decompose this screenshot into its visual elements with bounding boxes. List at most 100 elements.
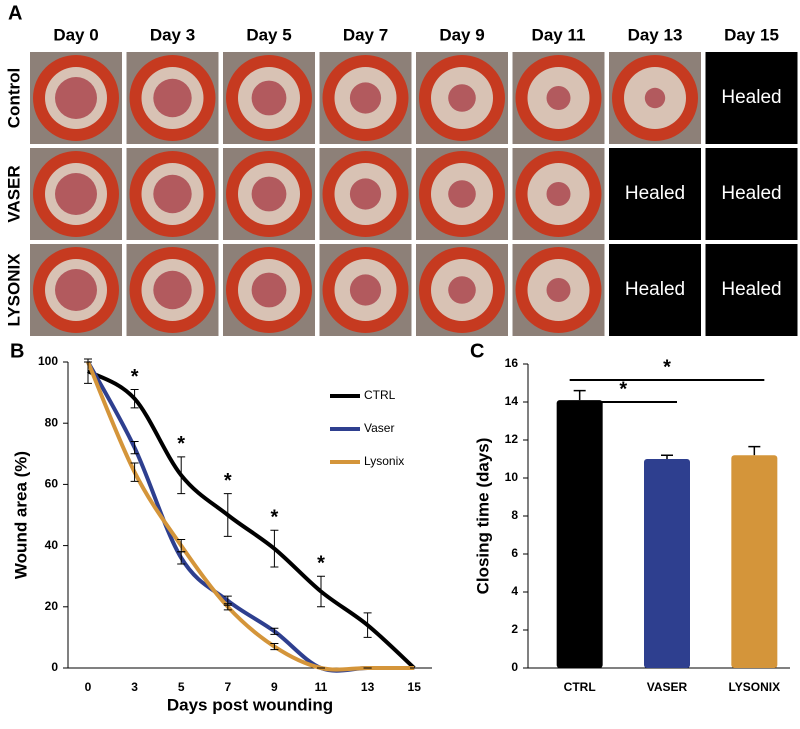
y-tick-label: 20 [45, 599, 59, 613]
healed-label: Healed [721, 279, 781, 300]
healed-label: Healed [625, 183, 685, 204]
wound-bed [546, 86, 571, 110]
y-axis-label: Wound area (%) [11, 451, 30, 579]
wound-bed [153, 174, 192, 214]
column-header: Day 11 [532, 25, 586, 44]
error-bar [130, 389, 139, 409]
y-tick-label: 0 [51, 660, 58, 674]
x-axis-label: Days post wounding [167, 695, 333, 714]
significance-mark: * [663, 356, 671, 378]
wound-bed [448, 180, 476, 208]
healed-label: Healed [625, 279, 685, 300]
panel-label: B [10, 340, 24, 362]
y-tick-label: 4 [511, 584, 518, 598]
significance-mark: * [224, 470, 232, 492]
error-bar [270, 529, 279, 568]
x-tick-label: 7 [224, 680, 231, 694]
healed-cell [705, 244, 798, 336]
column-header: Day 15 [724, 25, 779, 44]
x-tick-label: 0 [85, 680, 92, 694]
y-tick-label: 14 [505, 394, 519, 408]
significance-mark: * [271, 507, 279, 529]
significance-mark: * [177, 433, 185, 455]
error-bar [177, 456, 186, 495]
legend-label: Vaser [364, 421, 394, 435]
error-bar [363, 612, 372, 638]
panel-label: C [470, 340, 484, 362]
x-tick-label: VASER [647, 680, 688, 694]
legend-label: CTRL [364, 388, 396, 402]
x-tick-label: 13 [361, 680, 375, 694]
x-tick-label: LYSONIX [729, 680, 781, 694]
wound-bed [448, 84, 476, 112]
wound-bed [349, 178, 382, 210]
column-header: Day 13 [628, 25, 683, 44]
y-tick-label: 8 [511, 508, 518, 522]
wound-bed [644, 87, 666, 109]
wound-bed [55, 269, 97, 311]
y-axis-label: Closing time (days) [473, 438, 492, 595]
bar [731, 455, 778, 668]
bar [644, 459, 690, 668]
error-bar [223, 603, 232, 611]
healed-cell [609, 148, 701, 240]
x-tick-label: 3 [131, 680, 138, 694]
error-bar [317, 575, 325, 608]
healed-cell [609, 244, 701, 336]
wound-bed [55, 77, 97, 119]
y-tick-label: 10 [505, 470, 519, 484]
panel-label: A [8, 2, 22, 24]
series-line [86, 369, 416, 670]
bar [556, 400, 603, 668]
wound-bed [448, 276, 476, 304]
wound-bed [251, 80, 287, 116]
error-bar [130, 441, 139, 455]
column-header: Day 7 [343, 25, 388, 44]
healed-label: Healed [721, 87, 781, 108]
column-header: Day 9 [439, 25, 484, 44]
error-bar [84, 358, 92, 384]
wound-bed [546, 278, 571, 302]
healed-cell [705, 52, 798, 144]
healed-label: Healed [721, 183, 781, 204]
row-label: VASER [4, 165, 23, 222]
healed-cell [705, 148, 798, 240]
x-tick-label: 11 [315, 680, 328, 694]
wound-bed [546, 182, 571, 206]
row-label: LYSONIX [4, 253, 23, 327]
y-tick-label: 16 [505, 356, 519, 370]
x-tick-label: CTRL [564, 680, 596, 694]
row-label: Control [4, 68, 23, 128]
wound-bed [153, 78, 192, 118]
y-tick-label: 12 [505, 432, 519, 446]
wound-bed [349, 274, 382, 306]
error-bar [270, 643, 279, 651]
y-tick-label: 2 [511, 622, 518, 636]
y-tick-label: 40 [45, 538, 59, 552]
y-tick-label: 0 [511, 660, 518, 674]
y-tick-label: 100 [38, 354, 58, 368]
error-bar [130, 462, 139, 482]
error-bar [573, 389, 586, 401]
x-tick-label: 15 [408, 680, 422, 694]
wound-bed [251, 272, 287, 308]
y-tick-label: 6 [511, 546, 518, 560]
column-header: Day 3 [150, 25, 195, 44]
significance-mark: * [317, 552, 325, 574]
column-header: Day 5 [246, 25, 291, 44]
error-bar [748, 445, 761, 456]
legend-label: Lysonix [364, 454, 404, 468]
y-tick-label: 80 [45, 415, 59, 429]
significance-mark: * [131, 366, 139, 388]
wound-bed [251, 176, 287, 212]
wound-bed [349, 82, 382, 114]
error-bar [661, 454, 673, 459]
wound-bed [55, 173, 97, 215]
y-tick-label: 60 [45, 477, 59, 491]
error-bar [270, 627, 279, 635]
significance-mark: * [619, 378, 627, 400]
wound-bed [153, 270, 192, 310]
column-header: Day 0 [53, 25, 98, 44]
error-bar [223, 493, 232, 537]
